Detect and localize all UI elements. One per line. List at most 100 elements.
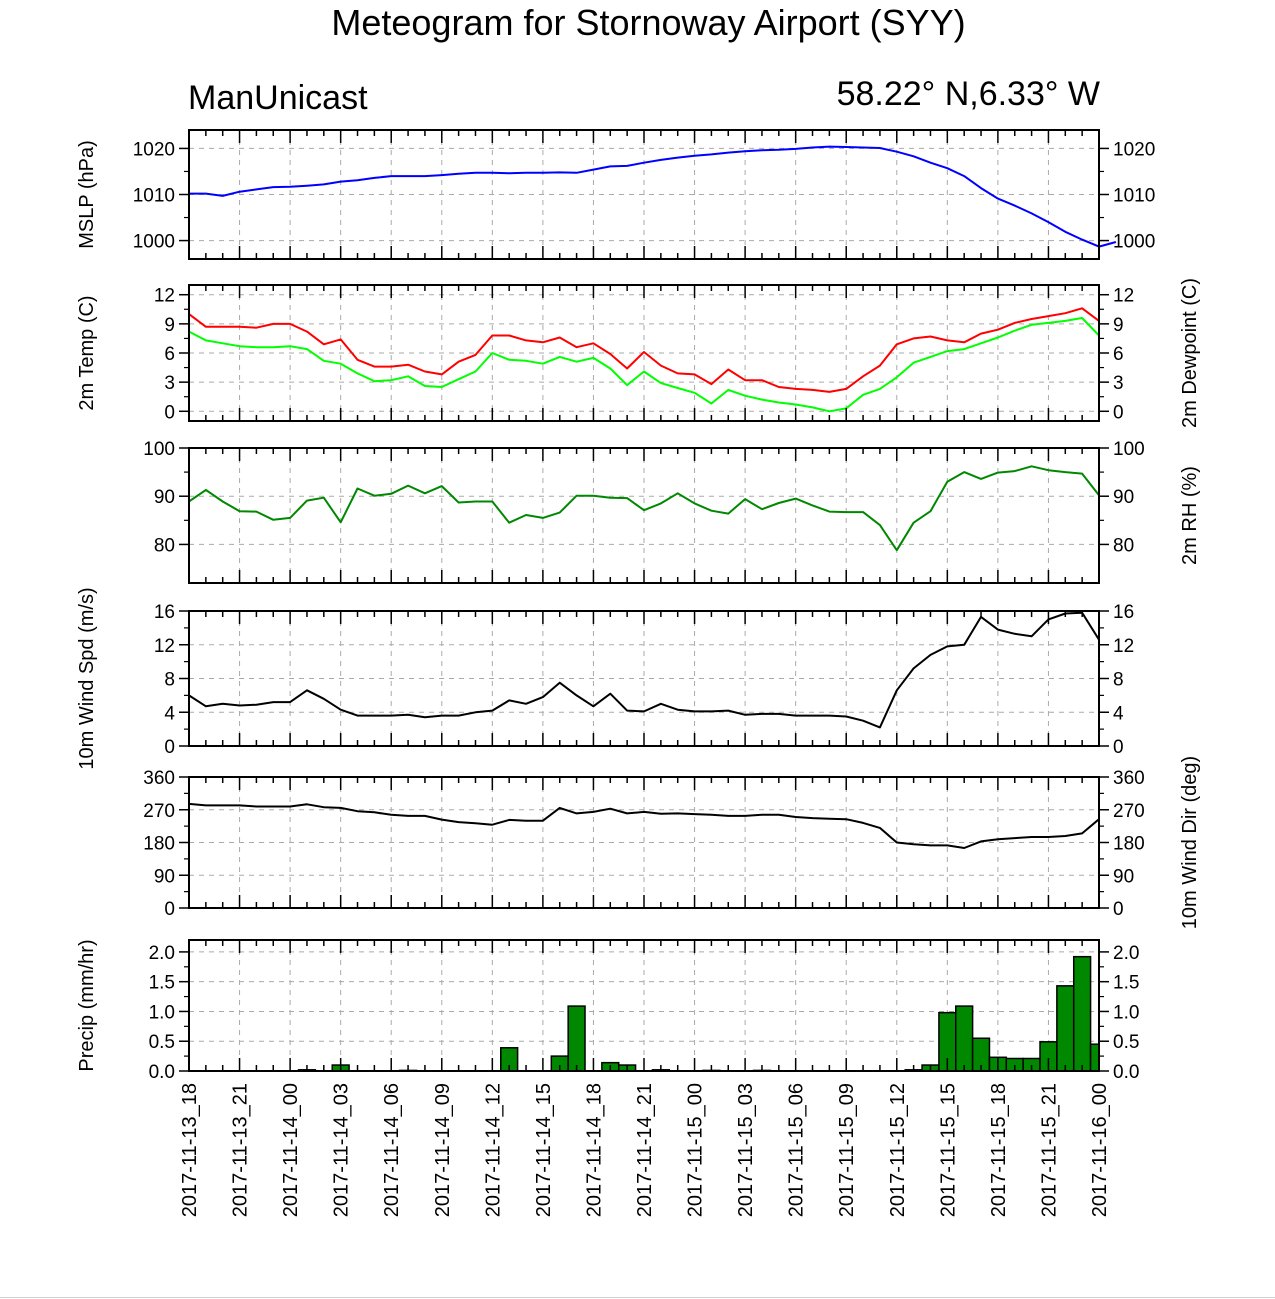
y-tick-label: 90	[154, 487, 175, 508]
panel-wind_dir: 0 0 90 90 180 180 270 270 360 360 10m Wind Dir (de…	[143, 756, 1201, 929]
y-axis-title-right: 10m Wind Dir (deg)	[1179, 756, 1201, 929]
x-tick-label: 2017-11-15_12	[887, 1083, 909, 1217]
series-line-rh-0	[188, 465, 1100, 552]
y-tick-label-right: 90	[1113, 866, 1134, 887]
y-tick-label: 16	[154, 602, 175, 623]
y-tick-label-right: 0	[1113, 899, 1124, 920]
y-axis-title-left: MSLP (hPa)	[76, 140, 98, 249]
y-tick-label-right: 4	[1113, 703, 1124, 724]
panel-mslp: 1000 1000 1010 1010 1020 1020 MSLP (hPa)	[76, 129, 1155, 260]
bottom-divider	[0, 1297, 1275, 1298]
panel-precip: 0.0 0.0 0.5 0.5 1.0 1.0 1.5 1.5 2.0 2.0 Precip (mm…	[76, 939, 1139, 1083]
y-tick-label-right: 180	[1113, 834, 1145, 855]
y-tick-label: 4	[164, 703, 175, 724]
x-tick-label: 2017-11-15_00	[685, 1083, 707, 1217]
y-tick-label-right: 8	[1113, 670, 1124, 691]
y-tick-label: 3	[164, 373, 175, 394]
x-tick-label: 2017-11-14_15	[533, 1083, 555, 1217]
location-coordinates: 58.22° N,6.33° W	[836, 75, 1100, 113]
y-tick-label: 360	[143, 768, 175, 789]
y-tick-label: 9	[164, 315, 175, 336]
y-tick-label-right: 1010	[1113, 186, 1155, 207]
y-tick-label-right: 9	[1113, 315, 1124, 336]
y-tick-label-right: 0	[1113, 402, 1124, 423]
x-tick-label: 2017-11-15_21	[1038, 1083, 1060, 1217]
y-tick-label: 1020	[133, 139, 175, 160]
y-tick-label-right: 0	[1113, 737, 1124, 758]
y-tick-label: 100	[143, 439, 175, 460]
precip-bar	[567, 1005, 586, 1072]
y-tick-label-right: 12	[1113, 636, 1134, 657]
y-tick-label-right: 100	[1113, 439, 1145, 460]
y-tick-label: 90	[154, 866, 175, 887]
y-tick-label: 80	[154, 535, 175, 556]
x-tick-label: 2017-11-14_09	[432, 1083, 454, 1217]
model-name: ManUnicast	[188, 79, 368, 117]
x-tick-label: 2017-11-15_06	[786, 1083, 808, 1217]
y-tick-label-right: 2.0	[1113, 943, 1139, 964]
series-line-mslp-0	[189, 145, 1117, 248]
y-tick-label: 6	[164, 344, 175, 365]
chart-title: Meteogram for Stornoway Airport (SYY)	[331, 2, 966, 43]
y-tick-label-right: 90	[1113, 487, 1134, 508]
y-tick-label-right: 1020	[1113, 139, 1155, 160]
y-tick-label-right: 270	[1113, 801, 1145, 822]
y-tick-label: 180	[143, 834, 175, 855]
y-tick-label-right: 1000	[1113, 232, 1155, 253]
precip-bar	[1089, 1043, 1100, 1072]
y-tick-label-right: 6	[1113, 344, 1124, 365]
y-tick-label-right: 16	[1113, 602, 1134, 623]
panel-temp: 0 0 3 3 6 6 9 9 12 12 2m Temp (C) 2m Dewpoint (C)	[76, 278, 1201, 428]
y-tick-label: 0	[164, 899, 175, 920]
x-tick-label: 2017-11-13_18	[179, 1083, 201, 1217]
series-line-temp-1	[188, 317, 1100, 413]
y-tick-label: 1010	[133, 186, 175, 207]
series-line-wind_dir-0	[188, 802, 1100, 849]
y-tick-label: 1000	[133, 232, 175, 253]
precip-bar	[1056, 985, 1075, 1072]
y-tick-label: 0	[164, 737, 175, 758]
y-tick-label: 12	[154, 286, 175, 307]
y-axis-title-left: 2m Temp (C)	[76, 295, 98, 410]
y-tick-label: 0.5	[149, 1032, 175, 1053]
x-tick-label: 2017-11-15_09	[836, 1083, 858, 1217]
x-tick-label: 2017-11-14_12	[482, 1083, 504, 1217]
y-tick-label-right: 0.0	[1113, 1062, 1139, 1083]
y-tick-label-right: 0.5	[1113, 1032, 1139, 1053]
y-tick-label: 1.0	[149, 1002, 175, 1023]
y-tick-label-right: 1.0	[1113, 1002, 1139, 1023]
y-tick-label: 8	[164, 670, 175, 691]
x-tick-label: 2017-11-15_15	[937, 1083, 959, 1217]
y-tick-label-right: 12	[1113, 286, 1134, 307]
x-tick-label: 2017-11-15_03	[735, 1083, 757, 1217]
y-tick-label: 2.0	[149, 943, 175, 964]
panel-rh: 80 80 90 90 100 100 2m RH (%)	[143, 439, 1201, 584]
precip-bar	[955, 1005, 974, 1072]
y-tick-label-right: 360	[1113, 768, 1145, 789]
x-tick-label: 2017-11-14_03	[331, 1083, 353, 1217]
y-tick-label-right: 1.5	[1113, 973, 1139, 994]
x-tick-label: 2017-11-13_21	[230, 1083, 252, 1217]
y-tick-label: 1.5	[149, 973, 175, 994]
y-tick-label: 12	[154, 636, 175, 657]
y-tick-label-right: 3	[1113, 373, 1124, 394]
x-tick-label: 2017-11-14_00	[280, 1083, 302, 1217]
y-axis-title-left: 10m Wind Spd (m/s)	[76, 587, 98, 769]
series-line-wind_speed-0	[188, 611, 1100, 729]
panel-wind_speed: 0 0 4 4 8 8 12 12 16 16 10m Wind Spd (m/s)	[76, 587, 1134, 769]
x-tick-label: 2017-11-14_21	[634, 1083, 656, 1217]
y-axis-title-right: 2m RH (%)	[1179, 466, 1201, 565]
x-tick-label: 2017-11-16_00	[1089, 1083, 1111, 1217]
y-axis-title-left: Precip (mm/hr)	[76, 939, 98, 1071]
y-axis-title-right: 2m Dewpoint (C)	[1179, 278, 1201, 428]
series-line-temp-0	[188, 307, 1100, 393]
y-tick-label: 0	[164, 402, 175, 423]
y-tick-label: 0.0	[149, 1062, 175, 1083]
y-tick-label: 270	[143, 801, 175, 822]
x-tick-label: 2017-11-15_18	[988, 1083, 1010, 1217]
precip-bar	[1072, 955, 1092, 1072]
x-tick-label: 2017-11-14_06	[381, 1083, 403, 1217]
y-tick-label-right: 80	[1113, 535, 1134, 556]
x-tick-label: 2017-11-14_18	[583, 1083, 605, 1217]
